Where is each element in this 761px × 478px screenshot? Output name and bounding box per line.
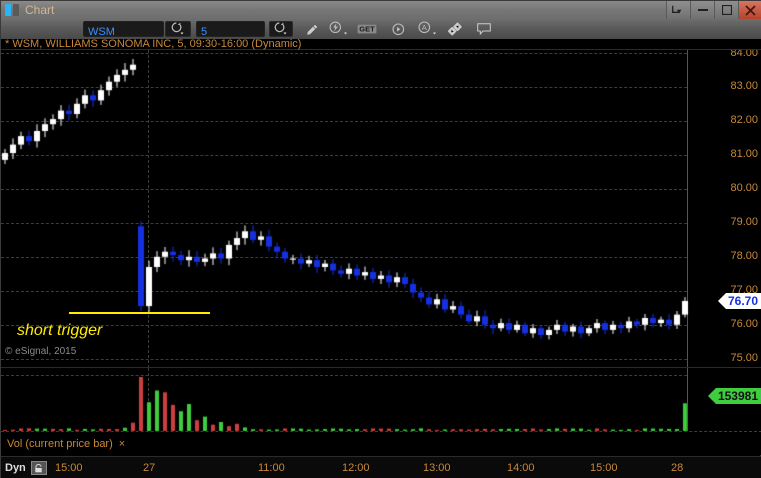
svg-text:A: A — [422, 23, 427, 32]
svg-text:GET: GET — [359, 25, 375, 34]
